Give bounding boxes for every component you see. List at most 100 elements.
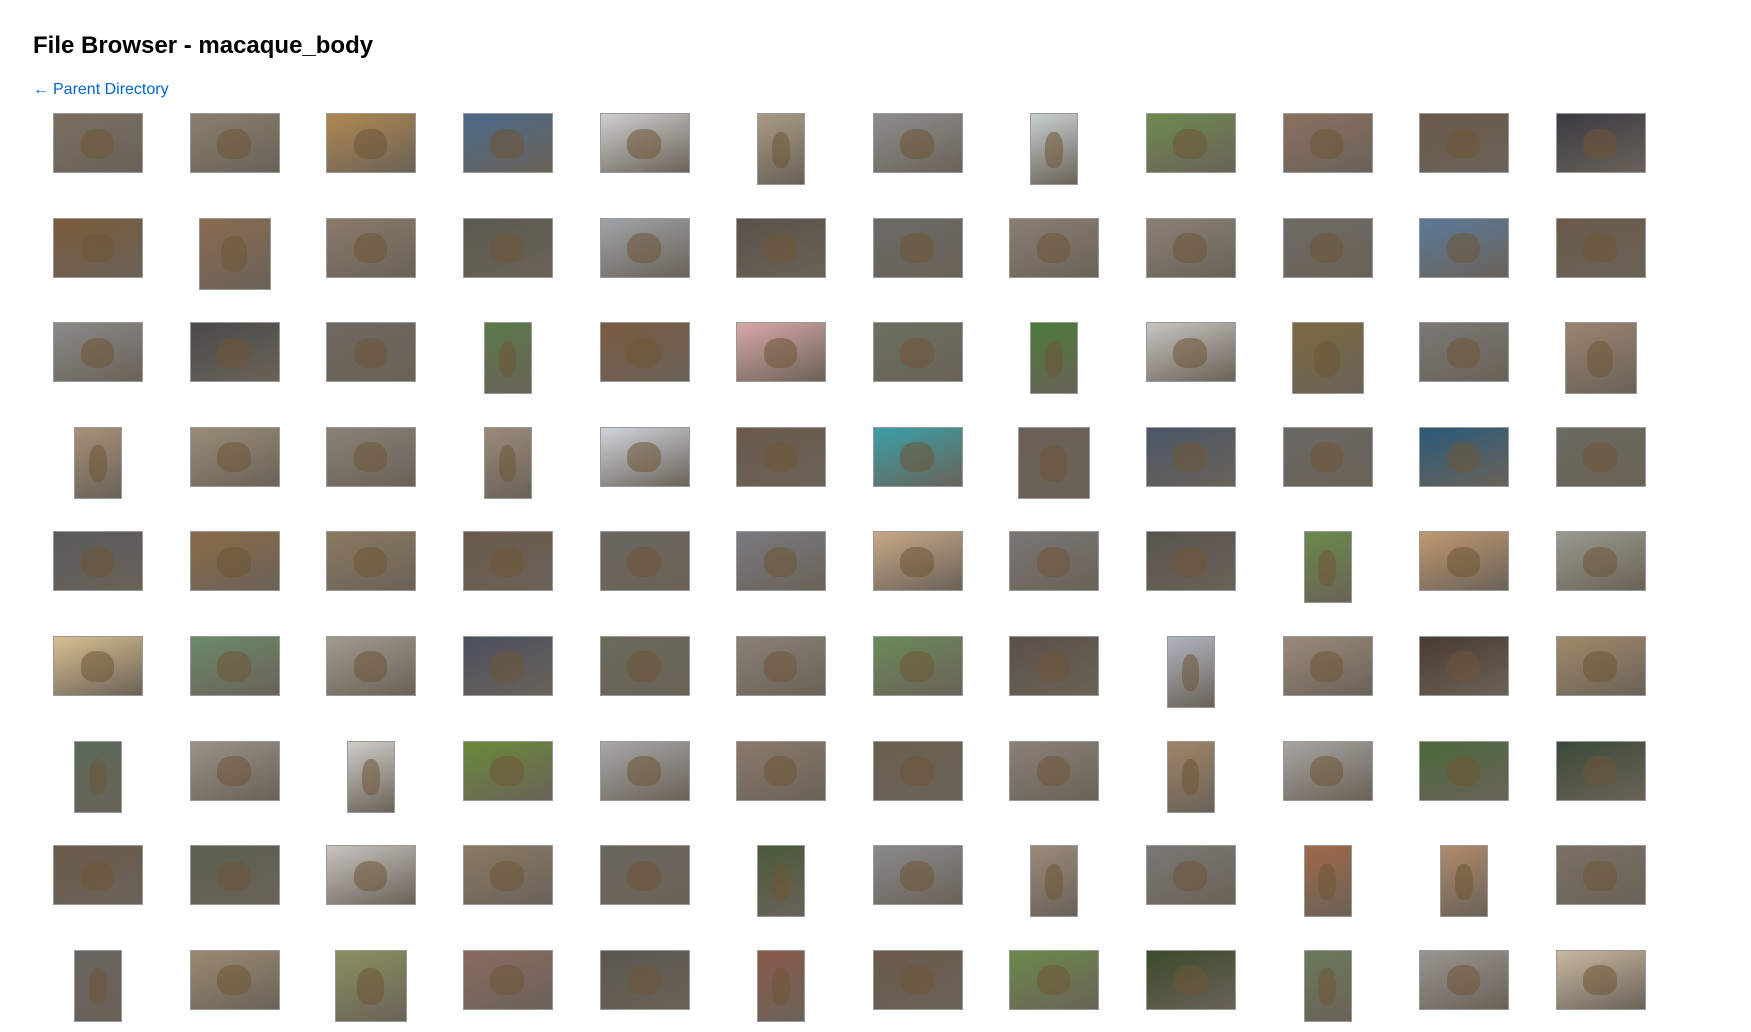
image-thumbnail[interactable] — [53, 845, 144, 906]
file-item[interactable] — [986, 217, 1123, 323]
file-item[interactable] — [713, 217, 850, 323]
image-thumbnail[interactable] — [326, 426, 417, 487]
file-item[interactable] — [1533, 113, 1670, 218]
file-item[interactable] — [303, 113, 440, 218]
image-thumbnail[interactable] — [1555, 949, 1646, 1010]
file-item[interactable] — [1396, 531, 1533, 636]
file-item[interactable] — [713, 113, 850, 218]
file-item[interactable] — [1259, 426, 1396, 532]
image-thumbnail[interactable] — [1419, 217, 1510, 278]
file-item[interactable] — [1123, 845, 1260, 950]
image-thumbnail[interactable] — [757, 949, 806, 1022]
image-thumbnail[interactable] — [53, 113, 144, 173]
file-item[interactable] — [1396, 322, 1533, 427]
image-thumbnail[interactable] — [599, 217, 690, 278]
file-item[interactable] — [850, 740, 987, 846]
file-item[interactable] — [1533, 217, 1670, 323]
image-thumbnail[interactable] — [1291, 322, 1364, 395]
file-item[interactable] — [1396, 113, 1533, 218]
image-thumbnail[interactable] — [757, 113, 806, 185]
file-item[interactable] — [713, 531, 850, 636]
image-thumbnail[interactable] — [463, 113, 554, 173]
image-thumbnail[interactable] — [872, 426, 963, 487]
image-thumbnail[interactable] — [1555, 113, 1646, 173]
file-item[interactable] — [303, 531, 440, 636]
image-thumbnail[interactable] — [1419, 426, 1510, 487]
file-item[interactable] — [576, 113, 713, 218]
image-thumbnail[interactable] — [53, 217, 144, 278]
file-item[interactable] — [167, 949, 304, 1032]
image-thumbnail[interactable] — [1555, 426, 1646, 487]
image-thumbnail[interactable] — [1419, 322, 1510, 383]
file-item[interactable] — [1396, 949, 1533, 1032]
file-item[interactable] — [1396, 845, 1533, 950]
image-thumbnail[interactable] — [326, 531, 417, 592]
image-thumbnail[interactable] — [1440, 845, 1489, 918]
file-item[interactable] — [1123, 635, 1260, 741]
image-thumbnail[interactable] — [1146, 531, 1237, 592]
image-thumbnail[interactable] — [736, 740, 827, 801]
image-thumbnail[interactable] — [326, 217, 417, 278]
file-item[interactable] — [1396, 740, 1533, 846]
file-item[interactable] — [167, 217, 304, 323]
file-item[interactable] — [1123, 740, 1260, 846]
file-item[interactable] — [1259, 949, 1396, 1032]
image-thumbnail[interactable] — [872, 113, 963, 173]
file-item[interactable] — [167, 635, 304, 741]
file-item[interactable] — [303, 322, 440, 427]
image-thumbnail[interactable] — [1146, 949, 1237, 1010]
image-thumbnail[interactable] — [53, 322, 144, 383]
file-item[interactable] — [1259, 322, 1396, 427]
image-thumbnail[interactable] — [736, 217, 827, 278]
image-thumbnail[interactable] — [326, 845, 417, 906]
image-thumbnail[interactable] — [198, 217, 271, 290]
file-item[interactable] — [167, 322, 304, 427]
image-thumbnail[interactable] — [872, 740, 963, 801]
image-thumbnail[interactable] — [1282, 217, 1373, 278]
file-item[interactable] — [167, 531, 304, 636]
image-thumbnail[interactable] — [1282, 426, 1373, 487]
image-thumbnail[interactable] — [1009, 740, 1100, 801]
file-item[interactable] — [30, 531, 167, 636]
file-item[interactable] — [1123, 531, 1260, 636]
image-thumbnail[interactable] — [463, 949, 554, 1010]
file-item[interactable] — [1123, 217, 1260, 323]
file-item[interactable] — [1259, 845, 1396, 950]
file-item[interactable] — [1259, 531, 1396, 636]
image-thumbnail[interactable] — [1018, 426, 1091, 499]
file-item[interactable] — [440, 531, 577, 636]
image-thumbnail[interactable] — [189, 531, 280, 592]
file-item[interactable] — [167, 426, 304, 532]
image-thumbnail[interactable] — [872, 531, 963, 592]
image-thumbnail[interactable] — [484, 426, 533, 499]
file-item[interactable] — [1123, 113, 1260, 218]
image-thumbnail[interactable] — [484, 322, 533, 395]
file-item[interactable] — [1533, 426, 1670, 532]
file-item[interactable] — [30, 322, 167, 427]
file-item[interactable] — [986, 740, 1123, 846]
file-item[interactable] — [850, 217, 987, 323]
file-item[interactable] — [713, 949, 850, 1032]
file-item[interactable] — [850, 635, 987, 741]
image-thumbnail[interactable] — [74, 949, 123, 1022]
image-thumbnail[interactable] — [1555, 217, 1646, 278]
file-item[interactable] — [440, 217, 577, 323]
image-thumbnail[interactable] — [1303, 949, 1352, 1022]
file-item[interactable] — [30, 845, 167, 950]
image-thumbnail[interactable] — [1282, 740, 1373, 801]
file-item[interactable] — [713, 635, 850, 741]
image-thumbnail[interactable] — [74, 740, 123, 813]
image-thumbnail[interactable] — [463, 845, 554, 906]
image-thumbnail[interactable] — [326, 635, 417, 696]
image-thumbnail[interactable] — [1303, 845, 1352, 918]
file-item[interactable] — [440, 113, 577, 218]
image-thumbnail[interactable] — [347, 740, 396, 813]
image-thumbnail[interactable] — [599, 113, 690, 173]
file-item[interactable] — [440, 635, 577, 741]
file-item[interactable] — [713, 845, 850, 950]
file-item[interactable] — [30, 113, 167, 218]
image-thumbnail[interactable] — [1555, 635, 1646, 696]
file-item[interactable] — [30, 635, 167, 741]
file-item[interactable] — [1259, 740, 1396, 846]
file-item[interactable] — [1533, 635, 1670, 741]
